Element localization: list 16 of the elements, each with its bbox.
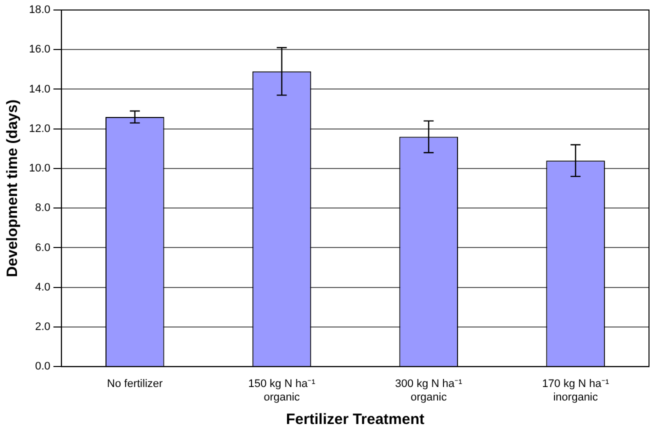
x-tick-label: No fertilizer <box>107 378 164 390</box>
y-tick-label: 4.0 <box>35 281 50 294</box>
y-tick-label: 12.0 <box>28 122 50 135</box>
y-tick-label: 16.0 <box>28 44 50 56</box>
y-tick-label: 6.0 <box>35 242 50 254</box>
y-axis-title: Development time (days) <box>4 100 22 278</box>
y-tick-label: 18.0 <box>28 4 50 16</box>
x-tick-label: 170 kg N ha⁻¹ inorganic <box>542 378 610 404</box>
y-tick-label: 0.0 <box>35 360 50 373</box>
y-tick-label: 8.0 <box>35 202 50 214</box>
x-tick-label: 300 kg N ha⁻¹ organic <box>395 378 462 404</box>
y-tick-label: 14.0 <box>28 83 50 96</box>
x-axis-title: Fertilizer Treatment <box>286 411 424 428</box>
y-tick-label: 2.0 <box>35 321 50 334</box>
x-tick-label: 150 kg N ha⁻¹ organic <box>248 378 316 404</box>
y-tick-label: 10.0 <box>28 162 50 175</box>
